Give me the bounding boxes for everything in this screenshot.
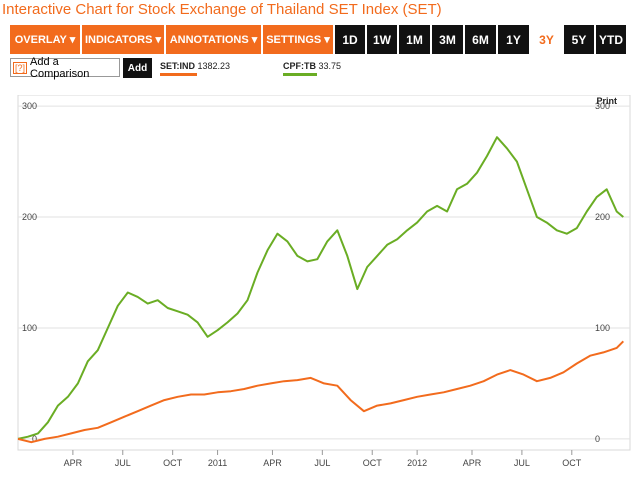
x-tick-label: OCT — [562, 458, 582, 468]
settings-menu-button[interactable]: SETTINGS ▾ — [263, 25, 333, 54]
y-tick-label-left: 200 — [22, 212, 37, 222]
legend-symbol: SET:IND — [160, 61, 196, 71]
indicators-menu-button[interactable]: INDICATORS ▾ — [82, 25, 164, 54]
y-tick-label-left: 300 — [22, 101, 37, 111]
y-tick-label-right: 200 — [595, 212, 610, 222]
add-comparison-button[interactable]: Add — [123, 58, 152, 78]
range-1d-button[interactable]: 1D — [335, 25, 365, 54]
y-tick-label-right: 0 — [595, 434, 600, 444]
legend-value: 33.75 — [318, 61, 342, 71]
plot-frame — [17, 94, 631, 451]
overlay-menu-button[interactable]: OVERLAY ▾ — [10, 25, 80, 54]
x-tick-label: 2012 — [407, 458, 427, 468]
x-tick-label: OCT — [163, 458, 183, 468]
range-1w-button[interactable]: 1W — [367, 25, 397, 54]
y-tick-label-right: 300 — [595, 101, 610, 111]
x-tick-label: JUL — [115, 458, 131, 468]
line-chart[interactable]: 0 0 100 100 200 200 300 300 APR JUL OCT 2011 APR JUL O… — [0, 94, 639, 480]
x-tick-label: 2011 — [208, 458, 227, 468]
range-3y-button[interactable]: 3Y — [531, 25, 562, 54]
page-title: Interactive Chart for Stock Exchange of … — [2, 1, 442, 18]
legend-set-ind[interactable]: SET:IND 1382.23 — [160, 61, 231, 76]
legend-symbol: CPF:TB — [283, 61, 316, 71]
legend-value: 1382.23 — [197, 61, 231, 71]
series-line-set-ind[interactable] — [17, 340, 625, 444]
comparison-input[interactable]: [?] Add a Comparison — [10, 55, 120, 80]
y-tick-label-left: 0 — [32, 434, 37, 444]
range-1y-button[interactable]: 1Y — [498, 25, 529, 54]
range-ytd-button[interactable]: YTD — [596, 25, 626, 54]
x-tick-label: APR — [463, 458, 482, 468]
series-line-cpf-tb[interactable] — [17, 136, 624, 440]
print-button[interactable]: Print — [596, 96, 617, 106]
range-1m-button[interactable]: 1M — [399, 25, 430, 54]
x-tick-label: JUL — [514, 458, 530, 468]
x-tick-label: JUL — [314, 458, 330, 468]
y-tick-label-left: 100 — [22, 323, 37, 333]
legend-swatch — [283, 73, 317, 76]
range-6m-button[interactable]: 6M — [465, 25, 496, 54]
legend-swatch — [160, 73, 197, 76]
annotations-menu-button[interactable]: ANNOTATIONS ▾ — [166, 25, 261, 54]
range-3m-button[interactable]: 3M — [432, 25, 463, 54]
x-tick-label: APR — [64, 458, 83, 468]
chart-area[interactable]: 0 0 100 100 200 200 300 300 APR JUL OCT 2011 APR JUL O… — [0, 94, 639, 480]
range-5y-button[interactable]: 5Y — [564, 25, 594, 54]
legend-cpf-tb[interactable]: CPF:TB 33.75 — [283, 61, 342, 76]
x-tick-label: APR — [263, 458, 282, 468]
chart-toolbar: OVERLAY ▾ INDICATORS ▾ ANNOTATIONS ▾ SET… — [10, 25, 636, 54]
comparison-placeholder: Add a Comparison — [30, 55, 90, 80]
y-tick-label-right: 100 — [595, 323, 610, 333]
help-icon[interactable]: [?] — [13, 61, 28, 74]
x-tick-label: OCT — [363, 458, 383, 468]
